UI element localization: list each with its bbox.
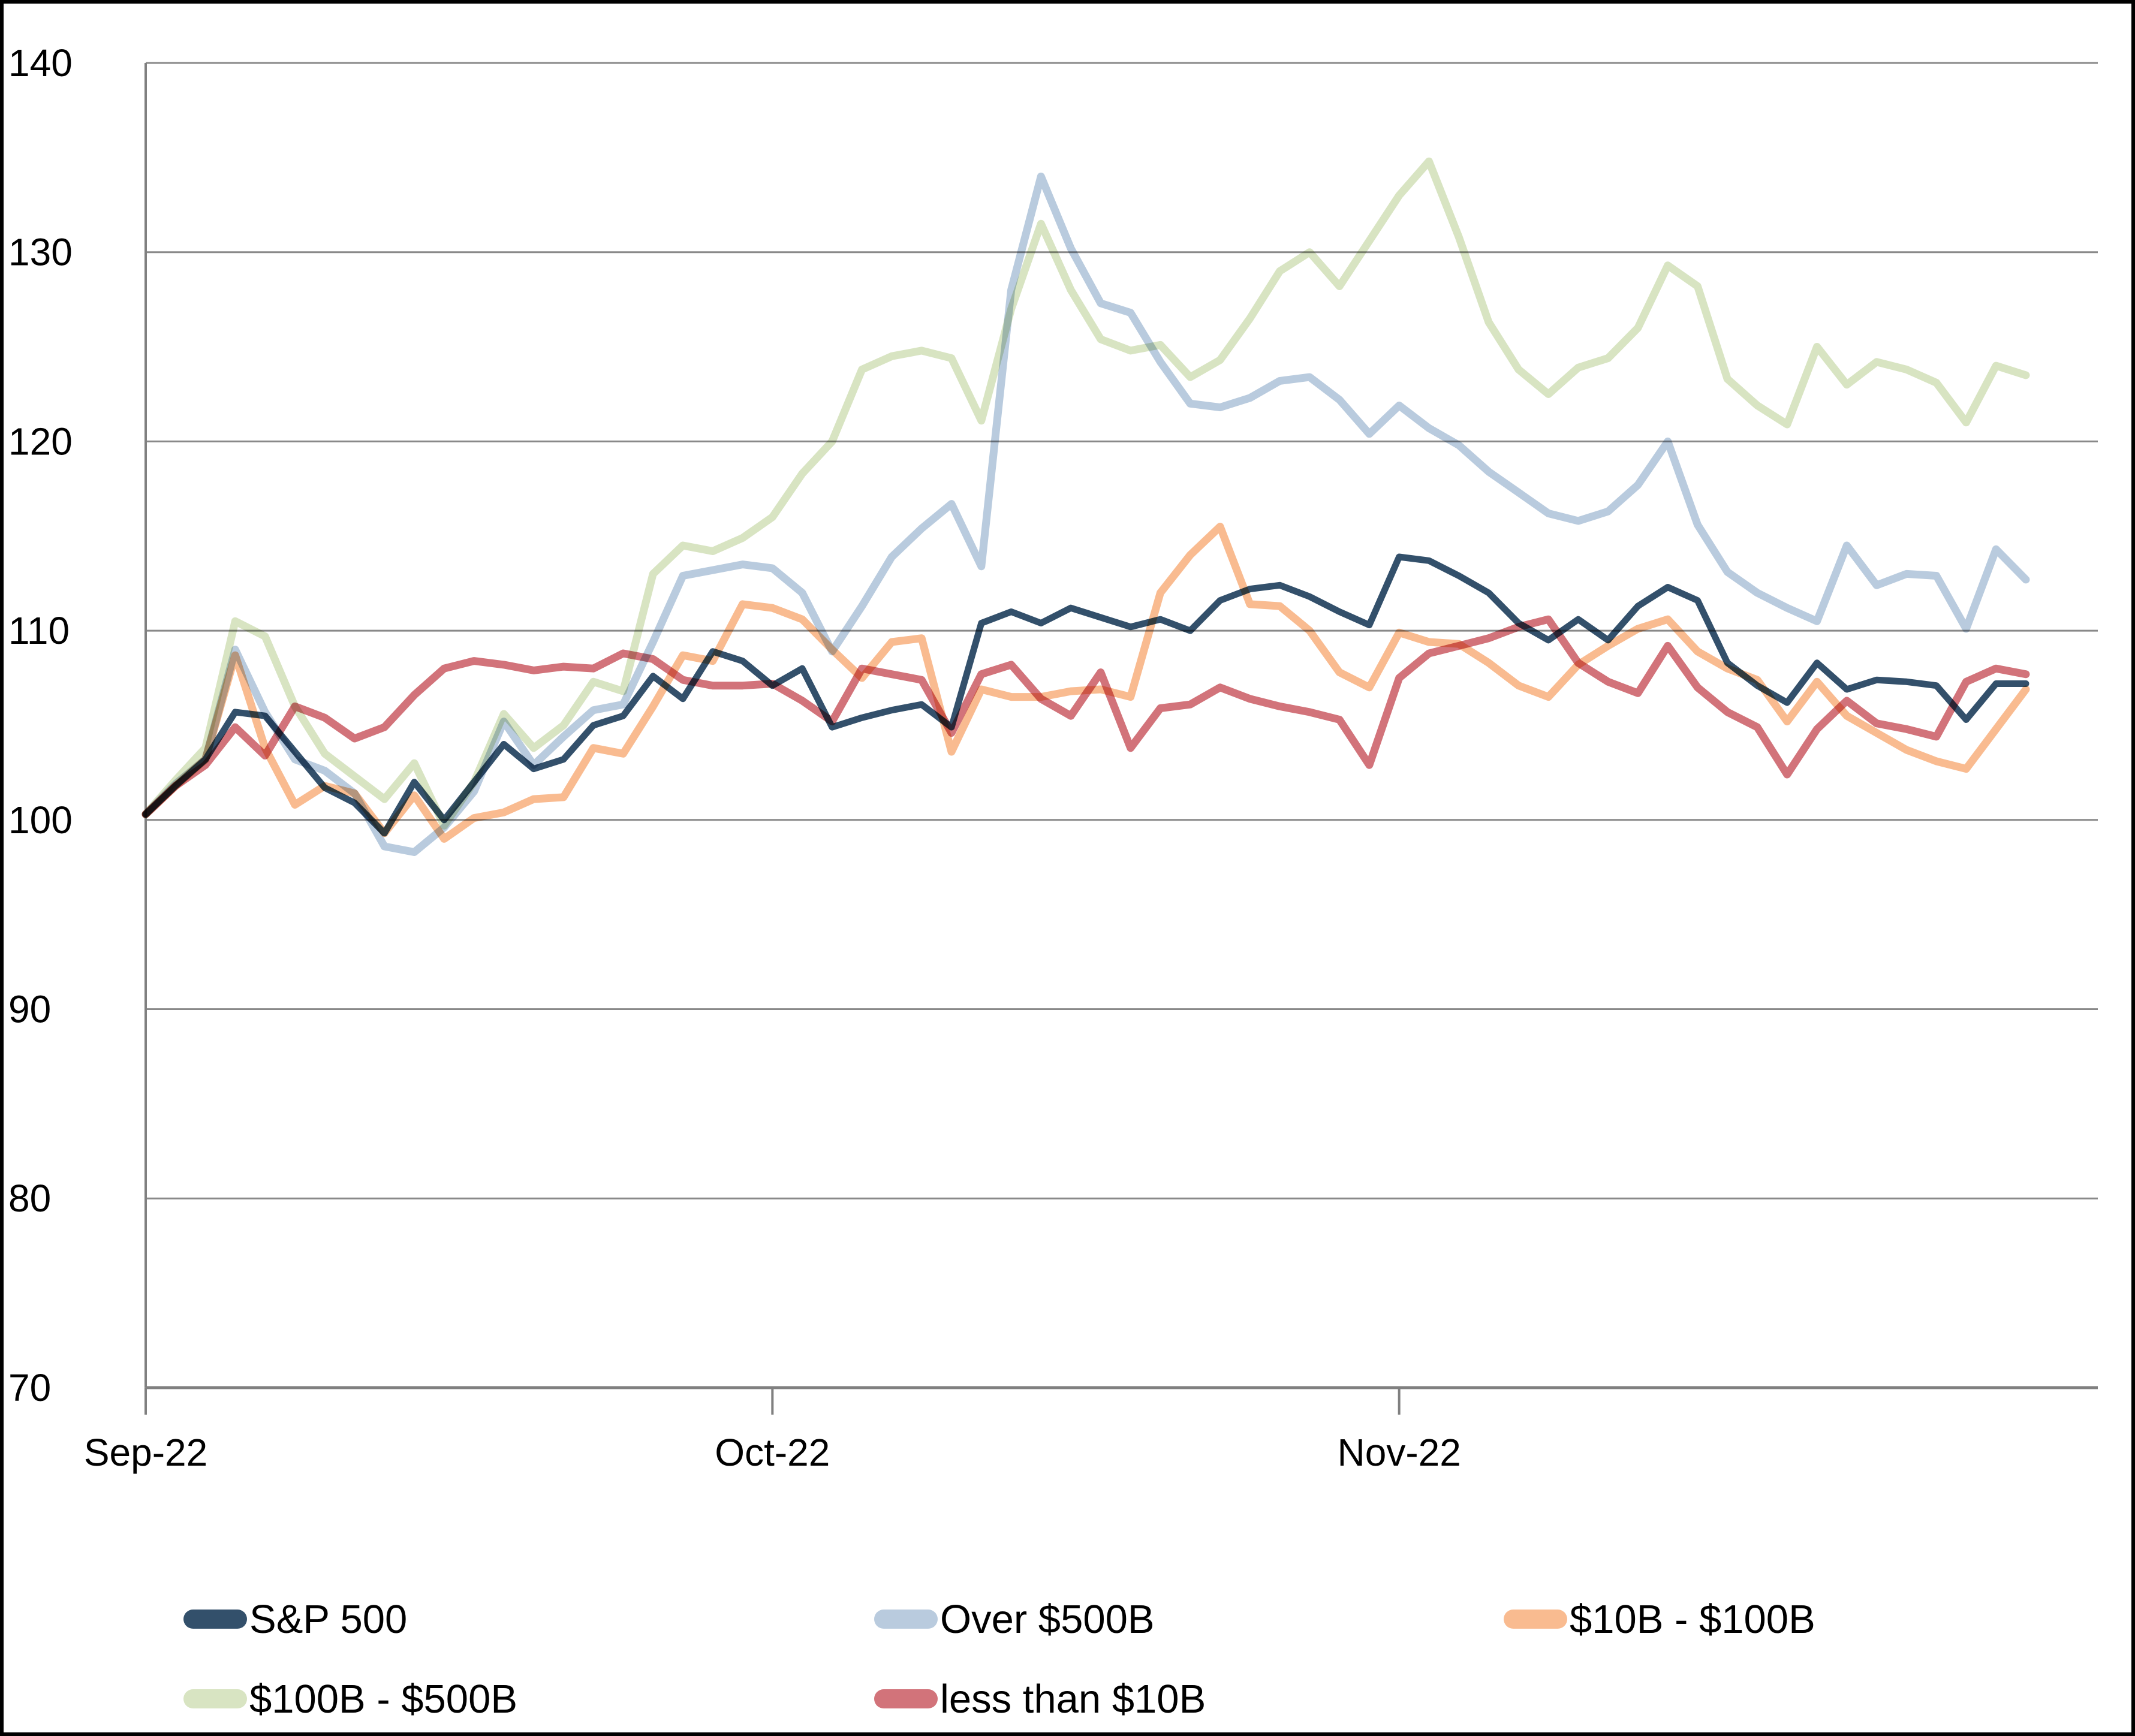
y-axis-label-140: 140 xyxy=(8,41,73,85)
legend-item-10b-100b: $10B - $100B xyxy=(1504,1597,1815,1642)
series-line-over-500b xyxy=(141,172,2030,856)
legend-label-less-than-10b: less than $10B xyxy=(940,1677,1206,1722)
series-line-100b-500b xyxy=(141,157,2030,830)
legend-label-s-p-500: S&P 500 xyxy=(249,1597,407,1642)
x-axis-label-Sep-22: Sep-22 xyxy=(84,1431,207,1474)
legend-item-s-p-500: S&P 500 xyxy=(183,1597,407,1642)
legend-swatch-over-500b xyxy=(874,1610,938,1629)
y-axis-label-120: 120 xyxy=(8,420,73,463)
series-line-less-than-10b xyxy=(141,615,2030,818)
y-axis-label-110: 110 xyxy=(8,609,70,652)
axis-labels-layer: 70 80 90 100 110 120 130 140 Sep-22 Oct-22 Nov-22 xyxy=(8,41,1461,1474)
legend: S&P 500 Over $500B $10B - $100B $100B - $50… xyxy=(183,1597,1815,1722)
series-layer xyxy=(141,157,2030,856)
y-axis-label-100: 100 xyxy=(8,798,73,842)
legend-item-100b-500b: $100B - $500B xyxy=(183,1677,517,1722)
legend-label-over-500b: Over $500B xyxy=(940,1597,1155,1642)
y-axis-label-90: 90 xyxy=(8,988,51,1031)
y-axis-label-70: 70 xyxy=(8,1366,51,1409)
legend-swatch-10b-100b xyxy=(1504,1610,1567,1629)
y-axis-label-130: 130 xyxy=(8,231,73,274)
legend-label-100b-500b: $100B - $500B xyxy=(249,1677,517,1722)
legend-swatch-100b-500b xyxy=(183,1689,247,1708)
x-axis-label-Nov-22: Nov-22 xyxy=(1338,1431,1461,1474)
legend-label-10b-100b: $10B - $100B xyxy=(1570,1597,1815,1642)
legend-item-over-500b: Over $500B xyxy=(874,1597,1155,1642)
y-axis-label-80: 80 xyxy=(8,1177,51,1220)
legend-item-less-than-10b: less than $10B xyxy=(874,1677,1206,1722)
legend-swatch-s-p-500 xyxy=(183,1610,247,1629)
x-axis-label-Oct-22: Oct-22 xyxy=(715,1431,830,1474)
legend-swatch-less-than-10b xyxy=(874,1689,938,1708)
axes-layer xyxy=(144,63,2098,1415)
